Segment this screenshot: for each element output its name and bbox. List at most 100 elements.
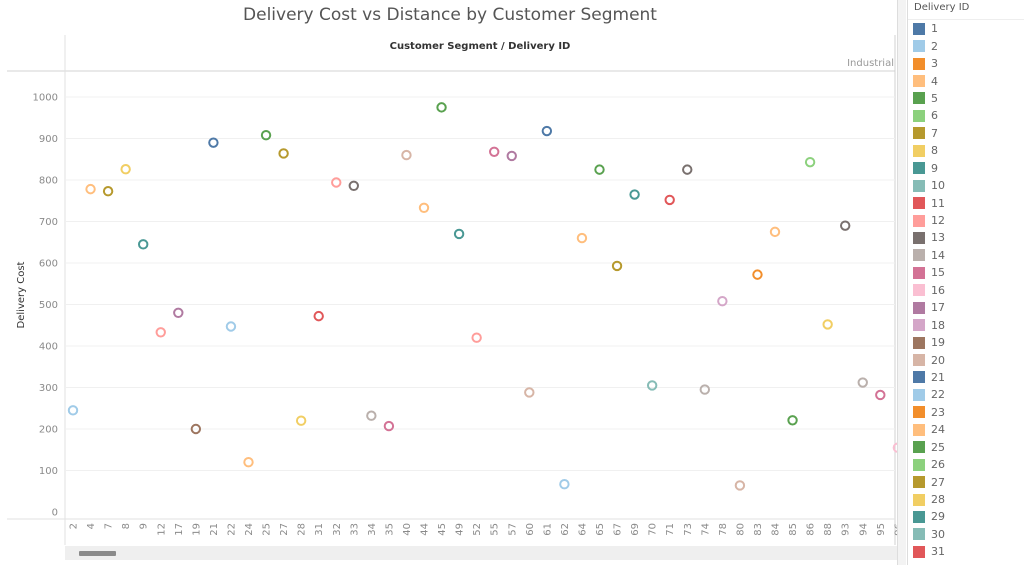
data-point-64[interactable] xyxy=(576,232,588,244)
data-point-70[interactable] xyxy=(646,380,658,391)
legend-item-8[interactable]: 8 xyxy=(908,142,1024,159)
legend-item-9[interactable]: 9 xyxy=(908,160,1024,177)
data-point-31[interactable] xyxy=(313,310,324,322)
data-point-28[interactable] xyxy=(295,415,307,426)
color-legend: Delivery ID 1 2 3 4 5 6 7 8 9 10 11 12 13 14 15 16 17 18 1… xyxy=(907,0,1024,565)
legend-item-21[interactable]: 21 xyxy=(908,369,1024,386)
data-point-25[interactable] xyxy=(260,129,272,141)
data-point-44[interactable] xyxy=(418,202,430,214)
legend-label: 4 xyxy=(931,74,938,88)
data-point-84[interactable] xyxy=(769,226,781,238)
x-tick-label: 34 xyxy=(367,523,378,536)
data-point-93[interactable] xyxy=(840,220,851,231)
data-point-40[interactable] xyxy=(401,149,412,161)
legend-item-4[interactable]: 4 xyxy=(908,72,1024,89)
data-point-69[interactable] xyxy=(629,189,640,200)
legend-item-28[interactable]: 28 xyxy=(908,491,1024,508)
legend-item-31[interactable]: 31 xyxy=(908,543,1024,560)
panel-divider[interactable] xyxy=(897,0,906,565)
legend-swatch xyxy=(913,127,925,140)
legend-item-3[interactable]: 3 xyxy=(908,55,1024,72)
data-point-8[interactable] xyxy=(120,164,131,175)
legend-item-16[interactable]: 16 xyxy=(908,282,1024,299)
data-point-27[interactable] xyxy=(278,148,289,159)
legend-item-1[interactable]: 1 xyxy=(908,20,1024,37)
x-tick-label: 4 xyxy=(86,523,97,529)
data-point-9[interactable] xyxy=(138,239,149,250)
data-point-55[interactable] xyxy=(489,146,500,157)
legend-label: 18 xyxy=(931,318,945,332)
legend-swatch xyxy=(913,458,925,471)
data-point-85[interactable] xyxy=(787,415,798,426)
legend-swatch xyxy=(913,510,925,523)
legend-item-24[interactable]: 24 xyxy=(908,421,1024,438)
legend-label: 29 xyxy=(931,510,945,524)
data-point-95[interactable] xyxy=(875,389,886,401)
legend-item-22[interactable]: 22 xyxy=(908,386,1024,403)
data-point-32[interactable] xyxy=(331,177,342,188)
scrollbar-thumb[interactable] xyxy=(79,551,116,556)
legend-swatch xyxy=(913,179,925,192)
legend-item-19[interactable]: 19 xyxy=(908,334,1024,351)
data-point-74[interactable] xyxy=(699,384,710,395)
legend-item-20[interactable]: 20 xyxy=(908,351,1024,368)
legend-item-26[interactable]: 26 xyxy=(908,456,1024,473)
legend-item-13[interactable]: 13 xyxy=(908,229,1024,246)
data-point-35[interactable] xyxy=(383,420,395,432)
legend-item-12[interactable]: 12 xyxy=(908,212,1024,229)
legend-item-2[interactable]: 2 xyxy=(908,37,1024,54)
y-tick-label: 300 xyxy=(39,383,58,394)
data-point-62[interactable] xyxy=(559,478,570,490)
legend-item-18[interactable]: 18 xyxy=(908,316,1024,333)
data-point-65[interactable] xyxy=(594,164,605,175)
data-point-83[interactable] xyxy=(752,269,763,280)
legend-item-25[interactable]: 25 xyxy=(908,439,1024,456)
legend-item-27[interactable]: 27 xyxy=(908,473,1024,490)
legend-item-5[interactable]: 5 xyxy=(908,90,1024,107)
data-point-78[interactable] xyxy=(717,295,728,307)
data-point-4[interactable] xyxy=(85,183,96,195)
data-point-7[interactable] xyxy=(102,186,114,197)
data-point-60[interactable] xyxy=(524,387,535,398)
data-point-19[interactable] xyxy=(190,423,202,435)
data-point-33[interactable] xyxy=(348,180,359,192)
legend-item-15[interactable]: 15 xyxy=(908,264,1024,281)
legend-item-17[interactable]: 17 xyxy=(908,299,1024,316)
data-point-24[interactable] xyxy=(243,457,254,468)
legend-swatch xyxy=(913,301,925,314)
legend-item-14[interactable]: 14 xyxy=(908,247,1024,264)
data-point-22[interactable] xyxy=(225,321,237,332)
legend-item-10[interactable]: 10 xyxy=(908,177,1024,194)
legend-item-7[interactable]: 7 xyxy=(908,125,1024,142)
data-point-86[interactable] xyxy=(804,156,816,168)
data-point-52[interactable] xyxy=(471,332,482,343)
data-point-71[interactable] xyxy=(664,194,675,206)
horizontal-scrollbar[interactable] xyxy=(65,546,897,560)
legend-swatch xyxy=(913,388,925,401)
data-point-88[interactable] xyxy=(822,319,833,330)
data-point-17[interactable] xyxy=(173,307,184,318)
legend-swatch xyxy=(913,406,925,419)
legend-item-6[interactable]: 6 xyxy=(908,107,1024,124)
data-point-2[interactable] xyxy=(67,405,79,416)
data-point-94[interactable] xyxy=(857,377,868,388)
legend-item-29[interactable]: 29 xyxy=(908,508,1024,525)
data-point-45[interactable] xyxy=(436,102,447,113)
data-point-67[interactable] xyxy=(611,260,623,272)
data-point-73[interactable] xyxy=(682,164,693,175)
data-point-12[interactable] xyxy=(155,327,166,338)
legend-item-30[interactable]: 30 xyxy=(908,526,1024,543)
data-point-57[interactable] xyxy=(506,150,517,162)
data-point-96[interactable] xyxy=(892,442,897,453)
legend-label: 8 xyxy=(931,144,938,158)
data-point-21[interactable] xyxy=(208,137,219,148)
data-point-61[interactable] xyxy=(541,125,553,137)
data-point-49[interactable] xyxy=(453,228,465,240)
legend-item-23[interactable]: 23 xyxy=(908,404,1024,421)
data-point-80[interactable] xyxy=(734,480,746,491)
legend-swatch xyxy=(913,423,925,436)
x-tick-label: 31 xyxy=(314,523,325,536)
legend-item-11[interactable]: 11 xyxy=(908,194,1024,211)
segment-label-industrial: Industrial xyxy=(847,58,894,69)
data-point-34[interactable] xyxy=(366,410,377,421)
